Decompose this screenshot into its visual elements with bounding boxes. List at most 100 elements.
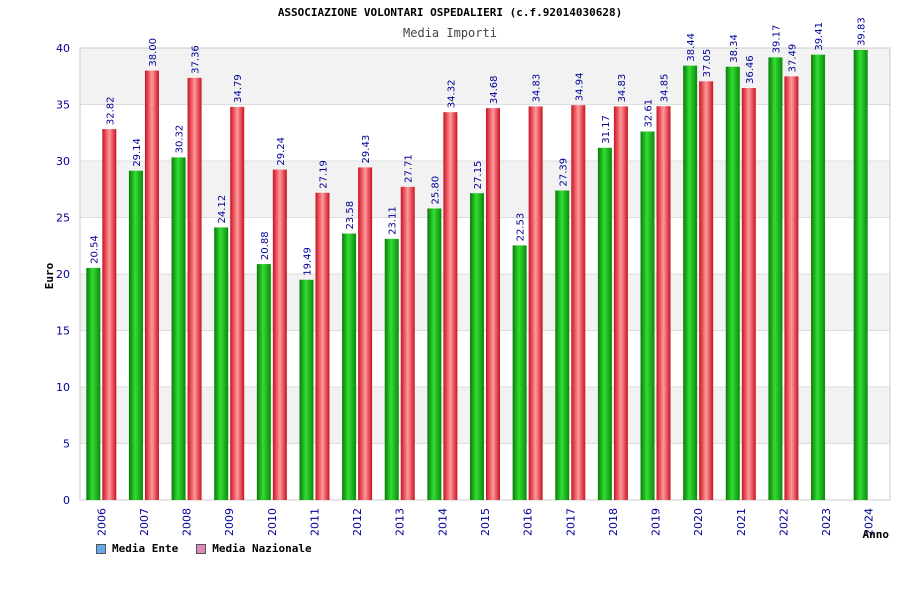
data-label: 19.49	[302, 247, 313, 276]
y-tick-label: 15	[56, 325, 70, 338]
bar-media-ente	[725, 66, 740, 501]
bars	[86, 49, 868, 501]
data-label: 37.36	[191, 45, 202, 74]
data-label: 34.79	[233, 74, 244, 103]
bar-media-ente	[171, 157, 186, 500]
x-tick-label: 2010	[266, 508, 279, 536]
data-label: 27.71	[404, 154, 415, 183]
bar-media-ente	[427, 208, 442, 500]
legend-swatch-ente	[96, 543, 106, 554]
y-tick-label: 35	[56, 99, 70, 112]
data-label: 38.44	[686, 33, 697, 62]
data-label: 38.34	[729, 34, 740, 63]
x-tick-label: 2016	[522, 508, 535, 536]
y-tick-label: 20	[56, 268, 70, 281]
data-label: 34.32	[446, 80, 457, 109]
x-tick-label: 2006	[95, 508, 108, 536]
data-label: 27.39	[558, 158, 569, 187]
data-label: 20.54	[89, 235, 100, 264]
bar-media-ente	[384, 238, 399, 500]
data-label: 27.19	[318, 160, 329, 189]
chart-subtitle: Media Importi	[403, 26, 497, 40]
bar-media-ente	[86, 267, 101, 500]
bar-media-ente	[128, 170, 143, 500]
bar-media-ente	[470, 193, 484, 500]
chart-title: ASSOCIAZIONE VOLONTARI OSPEDALIERI (c.f.…	[278, 6, 622, 19]
data-label: 29.14	[132, 138, 143, 167]
data-label: 34.68	[489, 75, 500, 104]
x-tick-label: 2011	[308, 508, 321, 536]
bar-media-nazionale	[784, 76, 799, 500]
x-tick-label: 2012	[351, 508, 364, 536]
data-label: 22.53	[516, 213, 527, 242]
legend-item-ente: Media Ente	[96, 542, 178, 555]
bar-media-ente	[256, 264, 271, 500]
bar-media-nazionale	[443, 112, 458, 501]
x-tick-label: 2018	[607, 508, 620, 536]
data-label: 37.05	[702, 49, 713, 78]
bar-media-nazionale	[528, 106, 543, 501]
x-axis-label: Anno	[863, 528, 890, 541]
plot-frame	[79, 47, 891, 501]
bar-media-nazionale	[571, 105, 586, 500]
data-label: 38.00	[148, 38, 159, 67]
y-tick-label: 30	[56, 155, 70, 168]
x-tick-label: 2020	[692, 508, 705, 536]
data-label: 24.12	[217, 195, 228, 224]
bar-media-ente	[597, 147, 612, 501]
legend-item-nazionale: Media Nazionale	[196, 542, 312, 555]
legend-label-ente: Media Ente	[112, 542, 179, 555]
bar-media-nazionale	[358, 167, 373, 501]
y-tick-label: 10	[56, 381, 70, 394]
legend: Media Ente Media Nazionale	[96, 542, 312, 555]
bar-media-ente	[299, 279, 314, 500]
data-label: 31.17	[601, 115, 612, 144]
bar-media-nazionale	[272, 169, 287, 500]
bar-media-nazionale	[230, 106, 245, 501]
data-label: 36.46	[745, 55, 756, 84]
bar-media-ente	[555, 190, 570, 501]
x-axis-ticks: 2006 2007 2008 2009 2010 2011 2012 2013 2014 2015…	[95, 508, 875, 536]
y-tick-label: 25	[56, 212, 70, 225]
bar-media-nazionale	[315, 192, 330, 501]
data-label: 39.17	[771, 25, 782, 54]
bar-media-ente	[214, 227, 229, 500]
y-axis-label: Euro	[43, 262, 56, 289]
bar-media-nazionale	[486, 108, 500, 500]
data-label: 23.58	[345, 201, 356, 230]
data-label: 39.41	[814, 22, 825, 51]
y-axis-ticks: 0 5 10 15 20 25 30 35 40	[56, 42, 70, 507]
y-tick-label: 5	[63, 438, 70, 451]
x-tick-label: 2021	[735, 508, 748, 536]
x-tick-label: 2022	[777, 508, 790, 536]
bar-media-ente	[853, 49, 868, 501]
bar-media-ente	[768, 57, 783, 501]
legend-label-nazionale: Media Nazionale	[212, 542, 312, 555]
data-label: 29.43	[361, 135, 372, 164]
data-label: 25.80	[430, 176, 441, 205]
x-tick-label: 2013	[394, 508, 407, 536]
bar-media-ente	[342, 233, 357, 500]
y-tick-label: 0	[63, 494, 70, 507]
data-labels: 20.54 32.82 29.14 38.00 30.32 37.36 24.12 34.79…	[89, 17, 867, 275]
data-label: 34.83	[617, 74, 628, 103]
bar-media-nazionale	[102, 129, 117, 500]
x-tick-label: 2014	[436, 508, 449, 536]
data-label: 30.32	[175, 125, 186, 154]
x-tick-label: 2017	[564, 508, 577, 536]
bar-media-nazionale	[699, 81, 714, 501]
bar-media-nazionale	[187, 77, 202, 500]
bar-media-ente	[512, 245, 527, 500]
bar-media-nazionale	[741, 88, 756, 500]
data-label: 27.15	[473, 161, 484, 190]
data-label: 34.94	[574, 73, 585, 102]
data-label: 34.83	[532, 74, 543, 103]
bar-media-nazionale	[656, 106, 671, 500]
data-label: 23.11	[388, 206, 399, 235]
bar-media-nazionale	[400, 186, 415, 500]
y-tick-label: 40	[56, 42, 70, 55]
bar-media-nazionale	[144, 70, 159, 500]
bar-media-ente	[683, 65, 698, 501]
data-label: 20.88	[260, 231, 271, 260]
